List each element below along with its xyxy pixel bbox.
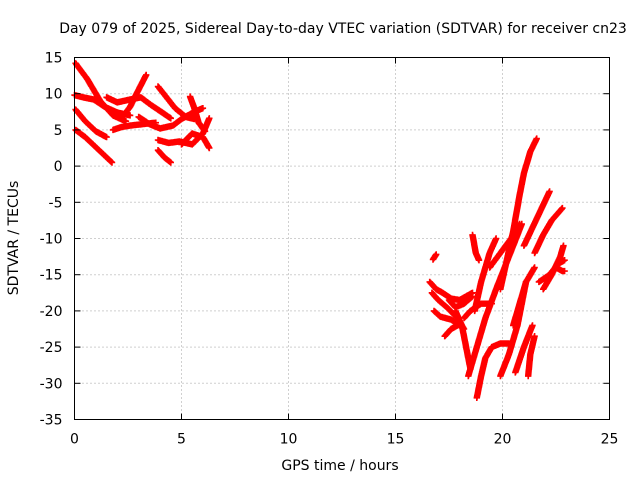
y-tick-label: 10 [45, 87, 63, 103]
data-track [473, 340, 513, 401]
track-points [510, 278, 530, 329]
data-points [71, 60, 568, 401]
data-track [552, 264, 568, 275]
y-tick-label: -30 [40, 376, 63, 392]
track-points [512, 322, 536, 376]
data-track [120, 71, 150, 119]
y-tick-label: -25 [40, 340, 63, 356]
track-points [531, 204, 566, 257]
y-tick-label: 0 [54, 159, 63, 175]
data-track [154, 147, 174, 166]
track-points [154, 83, 198, 123]
chart-title: Day 079 of 2025, Sidereal Day-to-day VTE… [59, 21, 627, 37]
data-track [445, 293, 476, 311]
y-tick-label: -10 [40, 232, 63, 248]
track-points [469, 231, 483, 264]
track-points [441, 322, 461, 340]
x-tick-label: 10 [280, 432, 298, 448]
data-track [452, 307, 474, 372]
y-tick-label: -35 [40, 413, 63, 429]
data-track [497, 135, 540, 293]
track-points [178, 130, 213, 152]
data-track [441, 322, 461, 340]
y-tick-label: -5 [49, 195, 63, 211]
track-points [497, 135, 540, 293]
track-points [520, 188, 553, 249]
y-tick-label: -15 [40, 268, 63, 284]
track-points [473, 340, 513, 401]
x-axis-label: GPS time / hours [281, 458, 398, 474]
track-points [429, 251, 440, 263]
track-points [154, 147, 174, 166]
track-points [120, 71, 150, 119]
track-points [525, 333, 538, 380]
track-points [445, 293, 476, 311]
x-tick-label: 15 [387, 432, 405, 448]
data-track [72, 106, 110, 141]
track-points [72, 106, 110, 141]
y-axis-ticks: 15 10 5 0 -5 -10 -15 -20 -25 -30 -35 [40, 51, 610, 429]
y-tick-label: 5 [54, 123, 63, 139]
data-track [154, 83, 198, 123]
data-track [512, 322, 536, 376]
data-track [531, 204, 566, 257]
y-axis-label: SDTVAR / TECUs [6, 181, 22, 296]
x-tick-label: 25 [601, 432, 619, 448]
track-points [426, 278, 476, 304]
track-points [471, 235, 500, 315]
data-track [429, 251, 440, 263]
y-tick-label: -20 [40, 304, 63, 320]
track-points [452, 307, 474, 372]
data-track [520, 188, 553, 249]
data-track [178, 130, 213, 152]
data-track [471, 235, 500, 315]
data-track [510, 278, 530, 329]
data-track [525, 333, 538, 380]
data-track [426, 278, 476, 304]
data-track [469, 231, 483, 264]
track-points [552, 264, 568, 275]
x-tick-label: 5 [177, 432, 186, 448]
y-tick-label: 15 [45, 51, 63, 67]
x-tick-label: 0 [70, 432, 79, 448]
x-axis-ticks: 0 5 10 15 20 25 [70, 57, 619, 448]
x-tick-label: 20 [494, 432, 512, 448]
